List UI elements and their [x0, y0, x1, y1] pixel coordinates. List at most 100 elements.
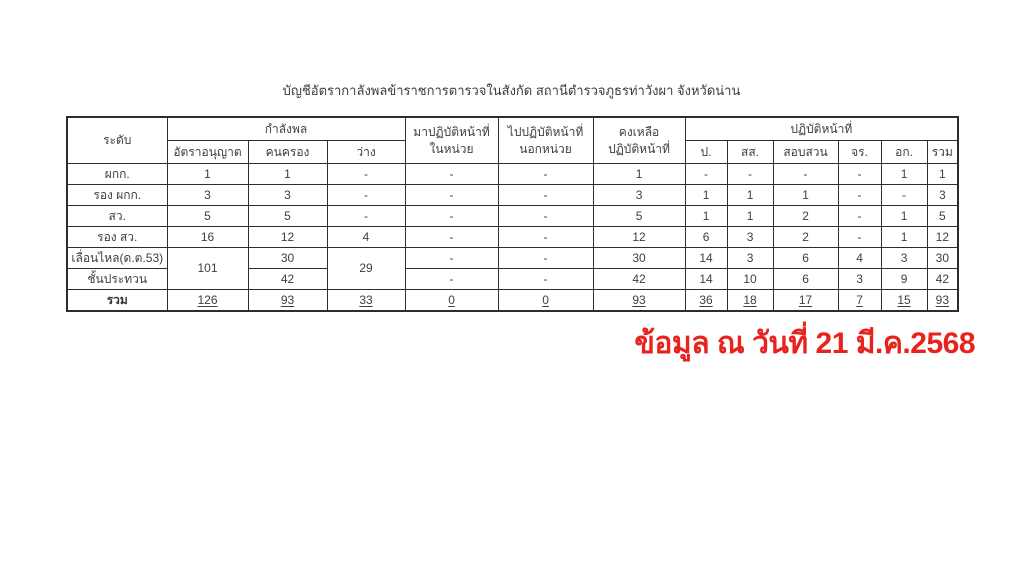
cell-duty-admin: 1 — [880, 205, 928, 227]
col-header-duty-ss: สส. — [726, 140, 774, 164]
cell-vacant: 4 — [326, 226, 406, 248]
col-header-out-unit-line1: ไปปฏิบัติหน้าที่ — [507, 124, 584, 139]
total-occupied: 93 — [247, 289, 328, 312]
table-row: รอง ผกก. 3 3 - - - 3 1 1 1 - - 3 — [66, 184, 959, 206]
cell-vacant-merged: 29 — [326, 247, 406, 290]
cell-duty-total: 5 — [926, 205, 959, 227]
cell-out-unit: - — [497, 226, 594, 248]
col-header-occupied: คนครอง — [247, 140, 328, 164]
cell-duty-total: 30 — [926, 247, 959, 269]
total-remaining: 93 — [592, 289, 686, 312]
total-row-label: รวม — [66, 289, 168, 312]
cell-occupied: 12 — [247, 226, 328, 248]
cell-duty-p: 1 — [684, 184, 728, 206]
cell-duty-total: 42 — [926, 268, 959, 290]
col-header-duty-admin: อก. — [880, 140, 928, 164]
cell-duty-ss: 3 — [726, 247, 774, 269]
col-header-authorized: อัตราอนุญาต — [166, 140, 249, 164]
cell-duty-admin: - — [880, 184, 928, 206]
cell-duty-admin: 1 — [880, 163, 928, 185]
total-duty-total: 93 — [926, 289, 959, 312]
col-header-remaining: คงเหลือ ปฏิบัติหน้าที่ — [592, 116, 686, 164]
col-group-duty: ปฏิบัติหน้าที่ — [684, 116, 959, 141]
row-label-cell: สว. — [66, 205, 168, 227]
cell-authorized: 3 — [166, 184, 249, 206]
cell-occupied: 3 — [247, 184, 328, 206]
total-duty-ss: 18 — [726, 289, 774, 312]
col-header-duty-investigation: สอบสวน — [772, 140, 839, 164]
header-row-group: ระดับ กำลังพล มาปฏิบัติหน้าที่ ในหน่วย ไ… — [66, 116, 959, 164]
col-header-remaining-line2: ปฏิบัติหน้าที่ — [608, 141, 670, 156]
col-header-in-unit-line1: มาปฏิบัติหน้าที่ — [413, 124, 490, 139]
cell-remaining: 30 — [592, 247, 686, 269]
cell-remaining: 1 — [592, 163, 686, 185]
col-header-remaining-line1: คงเหลือ — [618, 124, 660, 139]
header-row-sub: อัตราอนุญาต คนครอง ว่าง ป. สส. สอบสวน จร… — [67, 140, 959, 164]
cell-in-unit: - — [404, 163, 499, 185]
cell-duty-ss: 1 — [726, 184, 774, 206]
col-header-out-unit: ไปปฏิบัติหน้าที่ นอกหน่วย — [497, 116, 594, 164]
col-header-duty-traffic: จร. — [837, 140, 882, 164]
cell-occupied: 30 — [247, 247, 328, 269]
cell-duty-traffic: - — [837, 226, 882, 248]
row-label-cell: รอง ผกก. — [66, 184, 168, 206]
row-label-cell: ผกก. — [66, 163, 168, 185]
cell-authorized: 5 — [166, 205, 249, 227]
table-row: รอง สว. 16 12 4 - - 12 6 3 2 - 1 12 — [66, 226, 959, 248]
data-as-of-date: ข้อมูล ณ วันที่ 21 มี.ค.2568 — [634, 327, 975, 360]
col-header-vacant: ว่าง — [326, 140, 406, 164]
cell-duty-ss: 3 — [726, 226, 774, 248]
cell-remaining: 5 — [592, 205, 686, 227]
cell-occupied: 5 — [247, 205, 328, 227]
cell-duty-traffic: 3 — [837, 268, 882, 290]
cell-remaining: 42 — [592, 268, 686, 290]
cell-duty-traffic: - — [837, 205, 882, 227]
cell-duty-investigation: 1 — [772, 184, 839, 206]
cell-out-unit: - — [497, 268, 594, 290]
table-row: เลื่อนไหล(ด.ต.53) 101 30 29 - - 30 14 3 … — [66, 247, 959, 290]
cell-in-unit: - — [404, 247, 499, 269]
cell-duty-investigation: 6 — [772, 247, 839, 269]
cell-in-unit: - — [404, 184, 499, 206]
cell-vacant: - — [326, 205, 406, 227]
cell-duty-p: 14 — [684, 247, 728, 269]
cell-duty-p: 1 — [684, 205, 728, 227]
cell-duty-ss: 10 — [726, 268, 774, 290]
col-group-manpower: กำลังพล — [166, 116, 406, 141]
col-header-duty-p: ป. — [684, 140, 728, 164]
cell-out-unit: - — [497, 205, 594, 227]
cell-duty-admin: 3 — [880, 247, 928, 269]
total-authorized: 126 — [166, 289, 249, 312]
cell-duty-total: 3 — [926, 184, 959, 206]
cell-in-unit: - — [404, 226, 499, 248]
cell-authorized: 16 — [166, 226, 249, 248]
cell-out-unit: - — [497, 163, 594, 185]
cell-in-unit: - — [404, 205, 499, 227]
cell-vacant: - — [326, 184, 406, 206]
total-duty-admin: 15 — [880, 289, 928, 312]
cell-occupied: 42 — [247, 268, 328, 290]
cell-duty-total: 1 — [926, 163, 959, 185]
cell-duty-ss: - — [726, 163, 774, 185]
total-duty-traffic: 7 — [837, 289, 882, 312]
col-header-in-unit-line2: ในหน่วย — [429, 141, 474, 156]
table-total-row: รวม 126 93 33 0 0 93 36 18 17 7 15 93 — [66, 289, 959, 312]
cell-remaining: 12 — [592, 226, 686, 248]
total-vacant: 33 — [326, 289, 406, 312]
cell-duty-admin: 1 — [880, 226, 928, 248]
personnel-roster-table: ระดับ กำลังพล มาปฏิบัติหน้าที่ ในหน่วย ไ… — [66, 116, 960, 312]
cell-out-unit: - — [497, 247, 594, 269]
cell-duty-investigation: 2 — [772, 205, 839, 227]
cell-remaining: 3 — [592, 184, 686, 206]
cell-duty-p: - — [684, 163, 728, 185]
table-row: สว. 5 5 - - - 5 1 1 2 - 1 5 — [66, 205, 959, 227]
cell-duty-total: 12 — [926, 226, 959, 248]
cell-duty-p: 14 — [684, 268, 728, 290]
cell-duty-investigation: 2 — [772, 226, 839, 248]
total-in-unit: 0 — [404, 289, 499, 312]
cell-out-unit: - — [497, 184, 594, 206]
total-out-unit: 0 — [497, 289, 594, 312]
page-title: บัญชีอัตรากาลังพลข้าราชการตารวจในสังกัด … — [282, 83, 741, 98]
row-label-cell: รอง สว. — [66, 226, 168, 248]
